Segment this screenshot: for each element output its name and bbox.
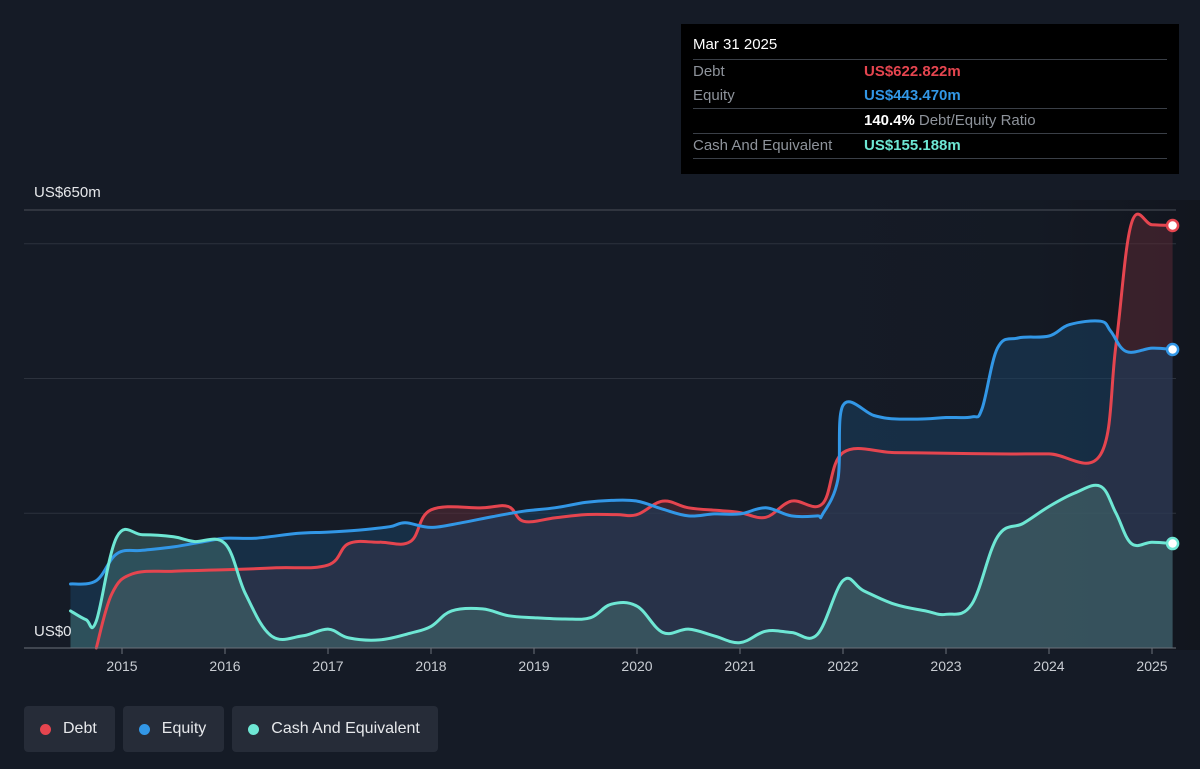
x-tick-label-2015: 2015 xyxy=(106,658,137,674)
tooltip-ratio-label: Debt/Equity Ratio xyxy=(918,112,1036,129)
tooltip-ratio-spacer xyxy=(693,109,864,133)
tooltip-debt-label: Debt xyxy=(693,63,725,80)
series-end-dots xyxy=(1165,218,1180,551)
area-cash-and-equivalent xyxy=(70,485,1173,648)
tooltip-row-ratio: 140.4% Debt/Equity Ratio xyxy=(693,108,1167,133)
y-axis-bottom-label: US$0 xyxy=(34,623,72,640)
legend-dot-debt-icon xyxy=(40,723,51,735)
tooltip-equity-label: Equity xyxy=(693,87,735,104)
tooltip-debt-value: US$622.822m xyxy=(864,63,961,80)
x-tick-label-2019: 2019 xyxy=(518,658,549,674)
x-tick-label-2020: 2020 xyxy=(621,658,652,674)
tooltip-cash-value: US$155.188m xyxy=(864,137,961,154)
legend-item-cash[interactable]: Cash And Equivalent xyxy=(232,706,438,752)
legend-dot-equity-icon xyxy=(138,723,150,735)
legend-item-equity[interactable]: Equity xyxy=(122,706,225,752)
tooltip-row-cash: Cash And Equivalent US$155.188m xyxy=(693,133,1167,158)
series-lines xyxy=(69,212,1175,650)
legend-item-debt[interactable]: Debt xyxy=(24,706,115,752)
tooltip-row-debt: Debt US$622.822m xyxy=(693,59,1167,84)
tooltip-ratio-value: 140.4% xyxy=(864,112,915,129)
x-tick-label-2018: 2018 xyxy=(415,658,446,674)
tooltip-equity-value: US$443.470m xyxy=(864,87,961,104)
tooltip-panel: Mar 31 2025 Debt US$622.822m Equity US$4… xyxy=(681,24,1179,174)
x-tick-label-2022: 2022 xyxy=(827,658,858,674)
x-tick-label-2016: 2016 xyxy=(209,658,240,674)
tooltip-cash-label: Cash And Equivalent xyxy=(693,137,833,154)
tooltip-bottom-rule xyxy=(693,158,1167,160)
x-tick-label-2021: 2021 xyxy=(724,658,755,674)
end-dot-equity xyxy=(1165,342,1180,357)
x-tick-label-2023: 2023 xyxy=(930,658,961,674)
y-axis-top-label: US$650m xyxy=(34,184,101,201)
series-areas xyxy=(70,214,1173,649)
tooltip-date: Mar 31 2025 xyxy=(693,36,778,53)
line-cash-and-equivalent xyxy=(69,483,1175,645)
legend: Debt Equity Cash And Equivalent xyxy=(24,706,438,752)
legend-label-debt: Debt xyxy=(63,720,97,737)
line-debt xyxy=(94,212,1175,650)
line-equity xyxy=(69,319,1175,586)
legend-dot-cash-icon xyxy=(248,723,260,735)
legend-label-cash: Cash And Equivalent xyxy=(271,720,420,737)
tooltip-row-equity: Equity US$443.470m xyxy=(693,84,1167,108)
legend-label-equity: Equity xyxy=(161,720,207,737)
x-axis-ticks: 2015 2016 2017 2018 2019 2020 2021 2022 2023 2024… xyxy=(106,648,1168,674)
end-dot-debt xyxy=(1165,218,1180,233)
x-tick-label-2025: 2025 xyxy=(1136,658,1167,674)
end-dot-cash-and-equivalent xyxy=(1165,536,1180,551)
x-tick-label-2024: 2024 xyxy=(1033,658,1064,674)
x-tick-label-2017: 2017 xyxy=(312,658,343,674)
area-equity xyxy=(70,320,1173,648)
